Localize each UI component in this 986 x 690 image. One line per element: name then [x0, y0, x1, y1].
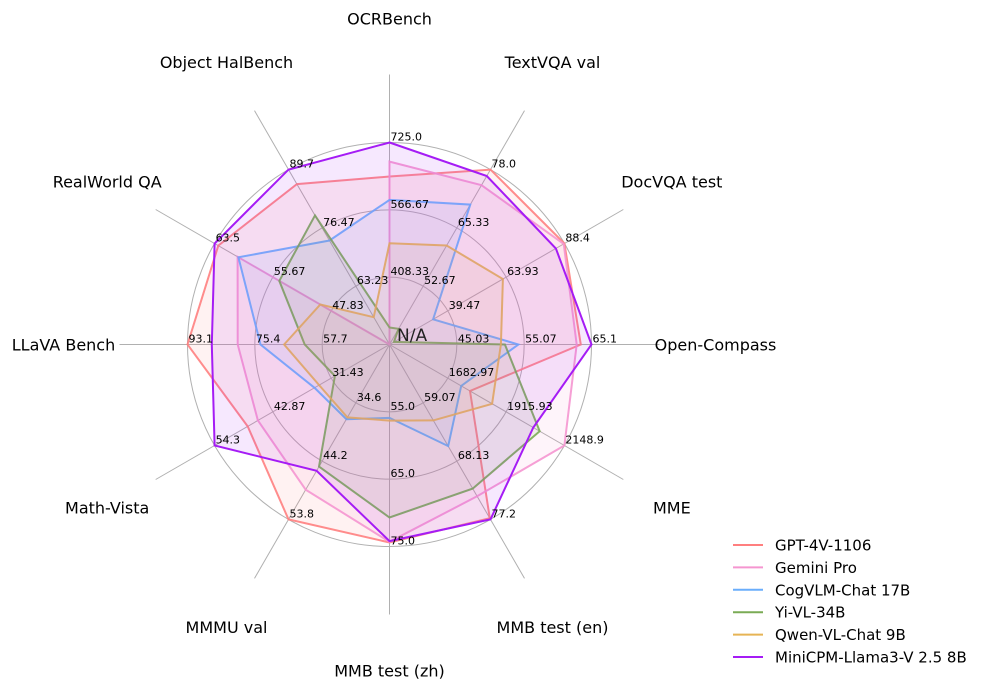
tick-label: 566.67: [391, 198, 430, 211]
axis-labels: OCRBench TextVQA val DocVQA test Open-Compa…: [12, 10, 777, 681]
tick-label: 63.93: [507, 265, 539, 278]
tick-label: 45.03: [458, 333, 490, 346]
axis-label: RealWorld QA: [53, 173, 162, 192]
axis-line: [389, 110, 525, 345]
axis-line: [389, 209, 624, 345]
series-fill: [279, 215, 540, 518]
legend-label: Yi-VL-34B: [774, 604, 845, 622]
tick-label: 65.1: [593, 333, 618, 346]
tick-label: 52.67: [424, 274, 456, 287]
tick-labels: 408.33 566.67 725.0 52.67 65.33 78.0 39.47 63.9…: [189, 131, 618, 548]
axis-label: MMMU val: [186, 618, 268, 637]
tick-label: 44.2: [323, 449, 348, 462]
tick-label: 75.4: [256, 333, 280, 346]
tick-label: 55.0: [391, 400, 416, 413]
axis-label: OCRBench: [347, 10, 432, 29]
tick-label: 53.8: [290, 507, 315, 520]
legend-label: GPT-4V-1106: [775, 537, 871, 555]
axis-label: MMB test (zh): [334, 662, 445, 681]
tick-label: 89.7: [290, 158, 315, 171]
tick-label: 68.13: [458, 449, 490, 462]
tick-label: 2148.9: [565, 434, 604, 447]
tick-label: 65.33: [458, 216, 490, 229]
tick-label: 55.67: [274, 265, 306, 278]
tick-label: 88.4: [565, 232, 590, 245]
tick-label: 725.0: [391, 131, 423, 144]
series-line: [282, 242, 504, 422]
tick-label: 63.23: [357, 274, 389, 287]
tick-label: 55.07: [525, 333, 557, 346]
axis-label: LLaVA Bench: [12, 336, 115, 355]
tick-label: 1915.93: [507, 400, 553, 413]
tick-label: 1682.97: [449, 366, 495, 379]
tick-label: 57.7: [323, 333, 348, 346]
series-fill: [284, 243, 503, 421]
axis-label: Open-Compass: [655, 336, 777, 355]
legend-label: CogVLM-Chat 17B: [775, 581, 910, 599]
legend: GPT-4V-1106 Gemini Pro CogVLM-Chat 17B Yi-V…: [733, 537, 967, 667]
tick-label: 78.0: [492, 158, 517, 171]
series-fill: [238, 199, 519, 447]
axis-label: Math-Vista: [65, 499, 149, 518]
series-line: [278, 213, 541, 519]
series-line: [210, 141, 593, 543]
tick-label: 39.47: [449, 299, 481, 312]
axis-label: DocVQA test: [621, 173, 722, 192]
tick-label: 31.43: [332, 366, 364, 379]
legend-label: Gemini Pro: [775, 559, 857, 577]
series-layer: [186, 141, 593, 544]
series-fill: [211, 142, 592, 542]
axis-label: Object HalBench: [160, 53, 293, 72]
axis-line: [389, 344, 525, 579]
axis-label: TextVQA val: [504, 53, 601, 72]
tick-label: 59.07: [424, 391, 456, 404]
legend-label: MiniCPM-Llama3-V 2.5 8B: [775, 649, 967, 667]
tick-label: 47.83: [332, 299, 364, 312]
tick-label: 75.0: [391, 535, 416, 548]
tick-label: 65.0: [391, 467, 416, 480]
tick-label: 54.3: [216, 434, 241, 447]
tick-label: 42.87: [274, 400, 306, 413]
na-annotation: N/A: [397, 326, 427, 346]
tick-label: 408.33: [391, 265, 430, 278]
axis-line: [155, 344, 390, 480]
axis-line: [389, 344, 624, 480]
axis-label: MME: [653, 499, 691, 518]
tick-label: 63.5: [216, 232, 241, 245]
tick-label: 93.1: [189, 333, 214, 346]
tick-label: 34.6: [357, 391, 382, 404]
series-fill: [187, 169, 581, 543]
series-line: [237, 198, 521, 448]
tick-label: 77.2: [492, 507, 517, 520]
axis-label: MMB test (en): [497, 618, 609, 637]
axis-line: [254, 344, 390, 579]
legend-label: Qwen-VL-Chat 9B: [775, 626, 906, 644]
tick-label: 76.47: [323, 216, 355, 229]
